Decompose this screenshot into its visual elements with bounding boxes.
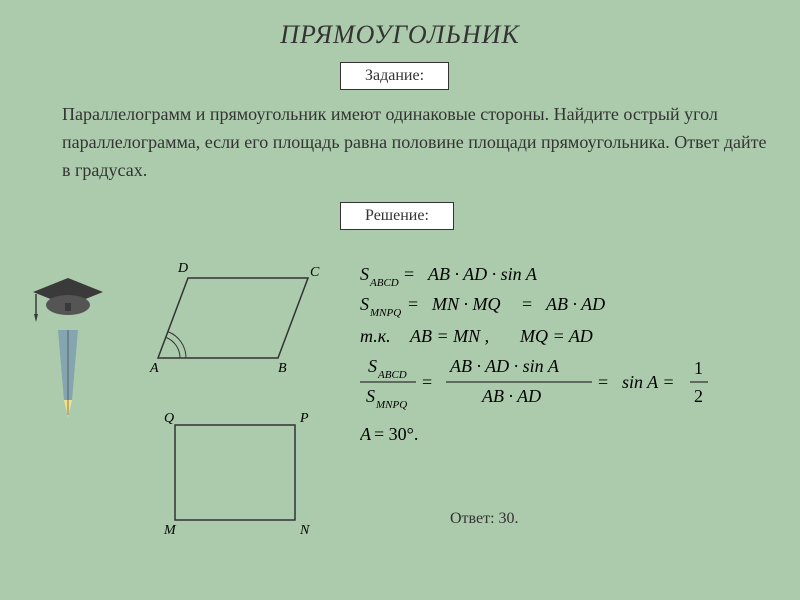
svg-text:S: S — [366, 386, 375, 406]
svg-text:Q: Q — [164, 411, 174, 426]
svg-text:P: P — [299, 411, 309, 426]
svg-text:AB · AD: AB · AD — [545, 294, 605, 314]
svg-text:C: C — [310, 265, 320, 280]
svg-text:ABCD: ABCD — [369, 277, 399, 289]
svg-text:B: B — [278, 361, 287, 376]
svg-text:= 30°.: = 30°. — [374, 424, 418, 444]
svg-text:AB · AD · sin A: AB · AD · sin A — [427, 264, 538, 284]
svg-text:=: = — [404, 264, 414, 284]
svg-text:MN · MQ: MN · MQ — [431, 294, 501, 314]
svg-text:AB = MN ,: AB = MN , — [409, 326, 489, 346]
svg-text:D: D — [177, 261, 188, 276]
svg-text:MNPQ: MNPQ — [375, 399, 407, 411]
solution-label-box: Решение: — [340, 202, 454, 230]
svg-text:т.к.: т.к. — [360, 326, 391, 346]
svg-text:A: A — [360, 424, 372, 444]
svg-text:A: A — [149, 361, 159, 376]
page-title: ПРЯМОУГОЛЬНИК — [0, 20, 800, 50]
svg-text:N: N — [299, 523, 310, 538]
svg-text:2: 2 — [694, 386, 703, 406]
problem-text: Параллелограмм и прямоугольник имеют оди… — [62, 100, 770, 184]
svg-text:=: = — [422, 372, 432, 392]
svg-text:M: M — [163, 523, 177, 538]
svg-text:S: S — [360, 294, 369, 314]
svg-text:=: = — [408, 294, 418, 314]
rectangle-diagram: Q P M N — [150, 400, 330, 540]
svg-text:AB · AD · sin A: AB · AD · sin A — [449, 356, 560, 376]
svg-text:=: = — [598, 372, 608, 392]
graduation-cap-icon — [28, 270, 108, 420]
svg-text:S: S — [360, 264, 369, 284]
svg-text:ABCD: ABCD — [377, 369, 407, 381]
svg-text:AB · AD: AB · AD — [481, 386, 541, 406]
svg-text:1: 1 — [694, 358, 703, 378]
svg-text:MNPQ: MNPQ — [369, 307, 401, 319]
parallelogram-diagram: A B C D — [128, 248, 348, 388]
svg-text:S: S — [368, 356, 377, 376]
answer-text: Ответ: 30. — [450, 510, 519, 528]
svg-text:=: = — [522, 294, 532, 314]
svg-text:sin A =: sin A = — [622, 372, 675, 392]
svg-text:MQ = AD: MQ = AD — [519, 326, 593, 346]
task-label-box: Задание: — [340, 62, 449, 90]
formulas-block: S ABCD = AB · AD · sin A S MNPQ = MN · M… — [360, 260, 780, 520]
